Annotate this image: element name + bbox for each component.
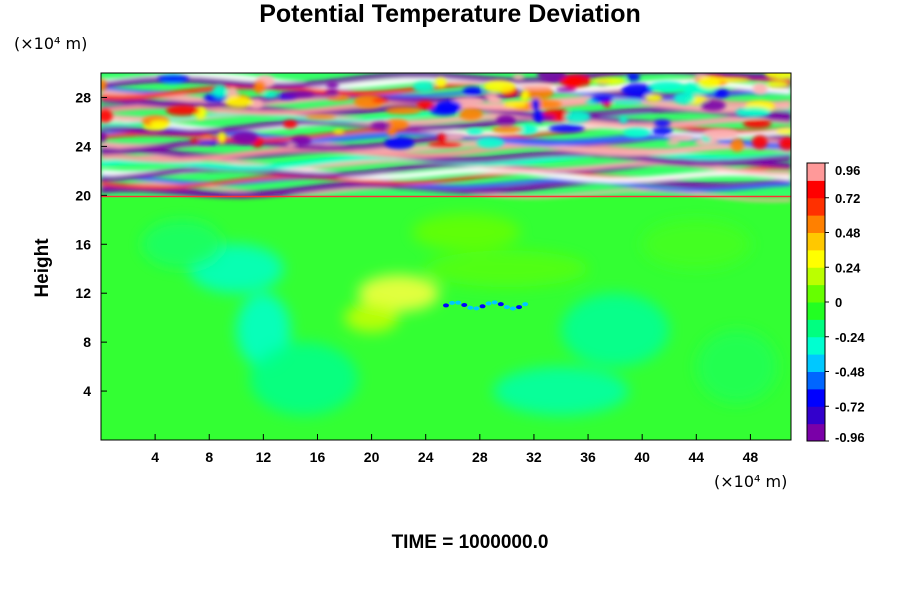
x-tick-label: 32 bbox=[526, 449, 542, 465]
y-tick-label: 20 bbox=[75, 187, 91, 203]
x-tick-label: 24 bbox=[418, 449, 434, 465]
colorbar-swatch bbox=[807, 197, 825, 216]
y-tick-label: 16 bbox=[75, 236, 91, 252]
x-axis: 4 8 12 16 20 24 28 32 36 40 44 48 bbox=[151, 434, 758, 465]
y-axis: 4 8 12 16 20 24 28 bbox=[75, 89, 107, 399]
colorbar-tick-label: 0.72 bbox=[835, 191, 860, 206]
colorbar-swatch bbox=[807, 180, 825, 199]
colorbar-tick-label: -0.48 bbox=[835, 365, 865, 380]
x-tick-label: 48 bbox=[743, 449, 759, 465]
colorbar-tick-label: -0.72 bbox=[835, 399, 865, 414]
x-tick-label: 28 bbox=[472, 449, 488, 465]
colorbar-tick-label: -0.96 bbox=[835, 430, 865, 445]
colorbar-swatch bbox=[807, 232, 825, 251]
field-upper-region bbox=[101, 73, 791, 202]
x-tick-label: 36 bbox=[580, 449, 596, 465]
colorbar-swatch bbox=[807, 163, 825, 181]
field-lower-region bbox=[141, 213, 778, 416]
y-tick-label: 4 bbox=[83, 383, 91, 399]
colorbar-tick-label: 0.24 bbox=[835, 260, 861, 275]
colorbar-swatch bbox=[807, 267, 825, 286]
x-axis-unit: (×10⁴ m) bbox=[714, 472, 788, 491]
x-tick-label: 12 bbox=[256, 449, 272, 465]
colorbar-tick-label: -0.24 bbox=[835, 330, 865, 345]
y-tick-label: 28 bbox=[75, 89, 91, 105]
y-tick-label: 12 bbox=[75, 285, 91, 301]
x-tick-label: 40 bbox=[634, 449, 650, 465]
colorbar-swatch bbox=[807, 249, 825, 268]
y-tick-label: 24 bbox=[75, 138, 91, 154]
x-tick-label: 16 bbox=[310, 449, 326, 465]
colorbar-tick-label: 0 bbox=[835, 295, 842, 310]
colorbar-swatch bbox=[807, 284, 825, 303]
x-tick-label: 4 bbox=[151, 449, 159, 465]
colorbar-swatch bbox=[807, 302, 825, 320]
heatmap-field bbox=[101, 73, 791, 440]
y-axis-unit: (×10⁴ m) bbox=[14, 34, 88, 53]
colorbar-swatch bbox=[807, 371, 825, 390]
colorbar-swatch bbox=[807, 354, 825, 372]
colorbar-swatch bbox=[807, 406, 825, 425]
colorbar-tick-label: 0.96 bbox=[835, 163, 860, 178]
chart-title: Potential Temperature Deviation bbox=[259, 0, 641, 28]
colorbar-swatch bbox=[807, 423, 825, 442]
x-tick-label: 44 bbox=[689, 449, 705, 465]
time-label: TIME = 1000000.0 bbox=[391, 532, 549, 553]
colorbar-swatch bbox=[807, 336, 825, 355]
colorbar-tick-label: 0.48 bbox=[835, 226, 860, 241]
colorbar-swatch bbox=[807, 388, 825, 407]
y-tick-label: 8 bbox=[83, 334, 91, 350]
plot-frame bbox=[100, 72, 792, 441]
x-tick-label: 8 bbox=[205, 449, 213, 465]
field-negative-streak bbox=[443, 300, 529, 311]
x-tick-label: 20 bbox=[364, 449, 380, 465]
colorbar-swatch bbox=[807, 215, 825, 233]
colorbar-swatch bbox=[807, 319, 825, 338]
colorbar: 0.96 0.72 0.48 0.24 0 -0.24 -0.48 -0.72 -0.96 bbox=[806, 162, 865, 445]
